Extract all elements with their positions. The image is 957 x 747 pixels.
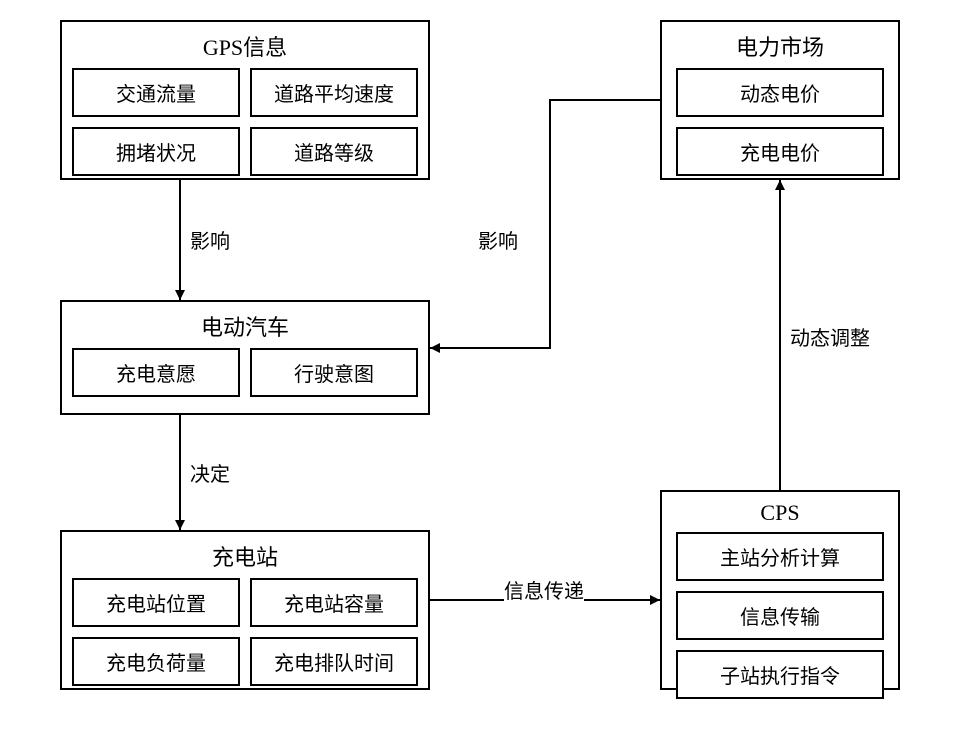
edge-label-0: 影响: [190, 225, 230, 254]
node-station-item-3: 充电排队时间: [250, 637, 418, 686]
node-ev: 电动汽车 充电意愿 行驶意图: [60, 300, 430, 415]
node-gps-item-1: 道路平均速度: [250, 68, 418, 117]
node-cps: CPS 主站分析计算 信息传输 子站执行指令: [660, 490, 900, 690]
node-gps-item-0: 交通流量: [72, 68, 240, 117]
node-station-item-1: 充电站容量: [250, 578, 418, 627]
edge-1: [430, 100, 660, 348]
node-market: 电力市场 动态电价 充电电价: [660, 20, 900, 180]
node-market-item-0: 动态电价: [676, 68, 884, 117]
node-gps-title: GPS信息: [62, 22, 428, 68]
node-station-title: 充电站: [62, 532, 428, 578]
node-gps-item-3: 道路等级: [250, 127, 418, 176]
edge-label-2: 决定: [190, 458, 230, 487]
node-cps-item-1: 信息传输: [676, 591, 884, 640]
edge-label-3: 信息传递: [504, 575, 584, 604]
node-cps-title: CPS: [662, 492, 898, 532]
node-station: 充电站 充电站位置 充电站容量 充电负荷量 充电排队时间: [60, 530, 430, 690]
node-ev-title: 电动汽车: [62, 302, 428, 348]
node-station-item-2: 充电负荷量: [72, 637, 240, 686]
edge-label-4: 动态调整: [790, 322, 870, 351]
node-market-item-1: 充电电价: [676, 127, 884, 176]
node-market-title: 电力市场: [662, 22, 898, 68]
edge-label-1: 影响: [478, 225, 518, 254]
node-gps-item-2: 拥堵状况: [72, 127, 240, 176]
node-ev-item-1: 行驶意图: [250, 348, 418, 397]
node-cps-item-0: 主站分析计算: [676, 532, 884, 581]
node-station-item-0: 充电站位置: [72, 578, 240, 627]
node-gps: GPS信息 交通流量 道路平均速度 拥堵状况 道路等级: [60, 20, 430, 180]
node-cps-item-2: 子站执行指令: [676, 650, 884, 699]
node-ev-item-0: 充电意愿: [72, 348, 240, 397]
